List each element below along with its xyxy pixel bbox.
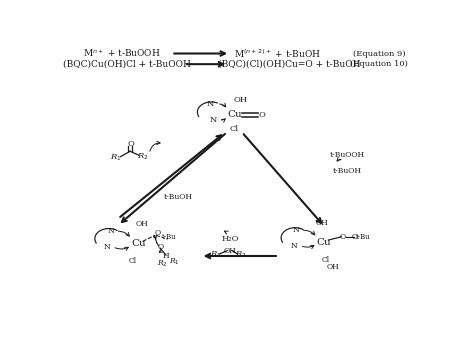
Text: Cl: Cl [128,256,137,265]
Text: OH: OH [316,219,328,227]
Text: N: N [293,226,300,234]
Text: O: O [259,111,265,119]
Text: Cl: Cl [230,126,239,134]
Text: H: H [163,252,169,260]
Text: OH: OH [327,263,339,271]
Text: N: N [207,100,214,108]
Text: R$_1$: R$_1$ [109,153,121,163]
Text: Cu: Cu [227,110,242,119]
Text: N: N [291,242,298,250]
Text: Cl: Cl [321,256,329,264]
Text: R$_2$: R$_2$ [235,249,247,260]
Text: Cu: Cu [131,239,146,248]
Text: t-Bu: t-Bu [356,233,371,241]
Text: (BQC)Cu(OH)Cl + t-BuOOH: (BQC)Cu(OH)Cl + t-BuOOH [63,60,191,69]
Text: t-BuOOH: t-BuOOH [330,151,365,159]
Text: O: O [154,229,160,237]
Text: R$_2$: R$_2$ [137,152,149,162]
Text: OH: OH [224,247,237,255]
Text: M$^{(n+2)+}$ + t-BuOH: M$^{(n+2)+}$ + t-BuOH [234,47,321,60]
Text: (BQC)(Cl)(OH)Cu=O + t-BuOH: (BQC)(Cl)(OH)Cu=O + t-BuOH [218,60,360,69]
Text: H₂O: H₂O [221,235,239,243]
Text: t-Bu: t-Bu [162,233,177,242]
Text: R$_1$: R$_1$ [210,249,221,260]
Text: N: N [104,243,110,251]
Text: N: N [210,116,217,124]
Text: O: O [340,233,346,241]
Text: O: O [128,140,134,148]
Text: OH: OH [136,220,148,228]
Text: R$_2$: R$_2$ [157,259,167,269]
Text: R$_1$: R$_1$ [169,257,180,267]
Text: M$^{n+}$ + t-BuOOH: M$^{n+}$ + t-BuOOH [83,48,161,60]
Text: O: O [352,233,358,241]
Text: t-BuOH: t-BuOH [333,167,362,175]
Text: OH: OH [234,96,248,104]
Text: (Equation 9): (Equation 9) [353,49,405,57]
Text: O: O [157,243,164,251]
Text: t-BuOH: t-BuOH [164,193,193,201]
Text: N: N [107,227,114,235]
Text: Cu: Cu [317,238,331,247]
Text: (Equation 10): (Equation 10) [350,60,408,68]
